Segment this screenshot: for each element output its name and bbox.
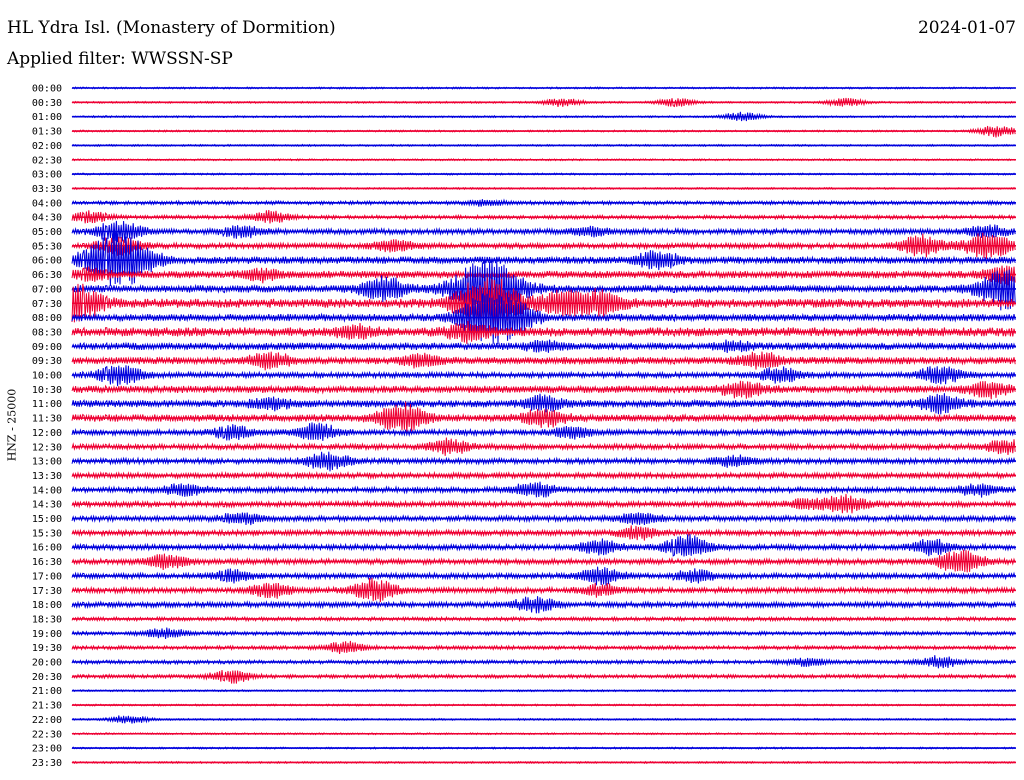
time-label-0200: 02:00	[32, 141, 62, 152]
trace-1400	[71, 481, 1016, 498]
time-label-1230: 12:30	[32, 442, 62, 453]
time-label-1330: 13:30	[32, 471, 62, 482]
trace-1330	[71, 470, 1016, 481]
time-label-2230: 22:30	[32, 729, 62, 740]
time-label-0930: 09:30	[32, 356, 62, 367]
trace-0730	[71, 277, 1016, 330]
trace-0900	[71, 339, 1016, 353]
time-label-2300: 23:00	[32, 744, 62, 755]
trace-0500	[71, 220, 1016, 244]
time-label-2200: 22:00	[32, 715, 62, 726]
trace-0800	[71, 293, 1016, 344]
time-label-1700: 17:00	[32, 571, 62, 582]
time-label-0530: 05:30	[32, 241, 62, 252]
trace-1300	[71, 451, 1016, 472]
time-label-0800: 08:00	[32, 313, 62, 324]
trace-1430	[71, 493, 1016, 514]
time-label-1100: 11:00	[32, 399, 62, 410]
record-date: 2024-01-07	[917, 18, 1016, 38]
time-label-0400: 04:00	[32, 198, 62, 209]
trace-0830	[71, 320, 1016, 344]
time-label-2130: 21:30	[32, 701, 62, 712]
trace-2030	[71, 669, 1016, 684]
time-label-1030: 10:30	[32, 385, 62, 396]
time-label-1530: 15:30	[32, 528, 62, 539]
filter-label: Applied filter: WWSSN-SP	[7, 49, 233, 69]
time-label-0830: 08:30	[32, 327, 62, 338]
time-label-1800: 18:00	[32, 600, 62, 611]
time-label-1830: 18:30	[32, 614, 62, 625]
trace-1630	[71, 549, 1016, 573]
time-label-2100: 21:00	[32, 686, 62, 697]
time-label-0730: 07:30	[32, 299, 62, 310]
time-label-2030: 20:30	[32, 672, 62, 683]
time-label-0330: 03:30	[32, 184, 62, 195]
time-label-0100: 01:00	[32, 112, 62, 123]
time-label-0430: 04:30	[32, 213, 62, 224]
time-label-1730: 17:30	[32, 586, 62, 597]
trace-0630	[71, 265, 1016, 286]
time-label-0030: 00:30	[32, 98, 62, 109]
trace-1700	[71, 566, 1016, 586]
trace-1200	[71, 422, 1016, 441]
time-label-1900: 19:00	[32, 629, 62, 640]
station-title: HL Ydra Isl. (Monastery of Dormition)	[7, 18, 336, 38]
trace-0930	[71, 351, 1016, 371]
time-label-0300: 03:00	[32, 170, 62, 181]
time-label-1600: 16:00	[32, 543, 62, 554]
time-label-0230: 02:30	[32, 155, 62, 166]
time-label-0700: 07:00	[32, 284, 62, 295]
trace-1500	[71, 512, 1016, 526]
time-label-0500: 05:00	[32, 227, 62, 238]
trace-1530	[71, 525, 1016, 541]
trace-1100	[71, 393, 1016, 415]
time-label-1200: 12:00	[32, 428, 62, 439]
trace-1130	[71, 401, 1016, 433]
time-label-1430: 14:30	[32, 500, 62, 511]
time-label-1300: 13:00	[32, 457, 62, 468]
time-label-0630: 06:30	[32, 270, 62, 281]
trace-1600	[71, 534, 1016, 557]
time-label-1400: 14:00	[32, 485, 62, 496]
time-label-1130: 11:30	[32, 414, 62, 425]
trace-0430	[71, 209, 1016, 224]
time-label-1630: 16:30	[32, 557, 62, 568]
time-label-0000: 00:00	[32, 84, 62, 95]
trace-1030	[71, 380, 1016, 400]
trace-1000	[71, 365, 1016, 387]
time-label-0130: 01:30	[32, 127, 62, 138]
trace-1800	[71, 596, 1016, 614]
trace-0600	[71, 230, 1016, 287]
time-label-0600: 06:00	[32, 256, 62, 267]
trace-1730	[71, 577, 1016, 603]
time-label-2330: 23:30	[32, 758, 62, 769]
trace-0530	[71, 232, 1016, 260]
trace-0400	[71, 198, 1016, 207]
time-label-1500: 15:00	[32, 514, 62, 525]
trace-1230	[71, 437, 1016, 456]
time-label-1930: 19:30	[32, 643, 62, 654]
time-label-1000: 10:00	[32, 371, 62, 382]
time-label-0900: 09:00	[32, 342, 62, 353]
trace-0700	[71, 256, 1016, 321]
time-label-2000: 20:00	[32, 658, 62, 669]
